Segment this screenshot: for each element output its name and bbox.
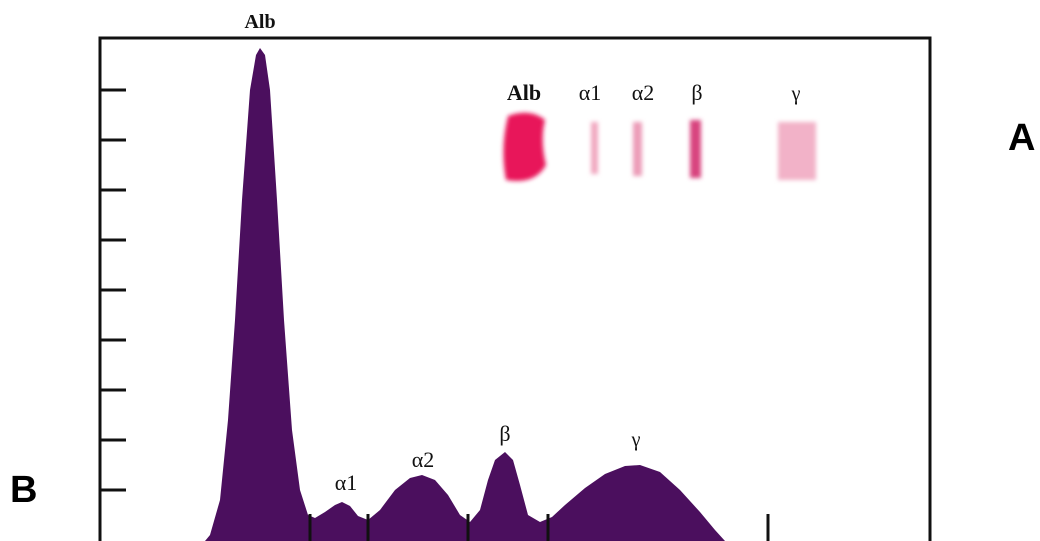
trace-label: α1	[335, 470, 358, 495]
left-ticks	[100, 90, 126, 490]
trace-label: α2	[412, 447, 435, 472]
gel-label: β	[691, 80, 702, 105]
panel-label: A	[1008, 117, 1035, 159]
trace-label: β	[499, 421, 510, 446]
gel-label: γ	[791, 83, 801, 105]
gel-label: α2	[632, 80, 655, 105]
trace-label: γ	[631, 429, 641, 451]
gel-label: Alb	[507, 80, 541, 105]
trace-label: Alb	[244, 11, 275, 33]
gel-bands	[503, 113, 816, 181]
gel-label: α1	[579, 80, 602, 105]
figure: Alb α1 α2 β γ Alb α1 α2 β γ A B	[0, 0, 1040, 541]
panel-label: B	[10, 469, 37, 511]
